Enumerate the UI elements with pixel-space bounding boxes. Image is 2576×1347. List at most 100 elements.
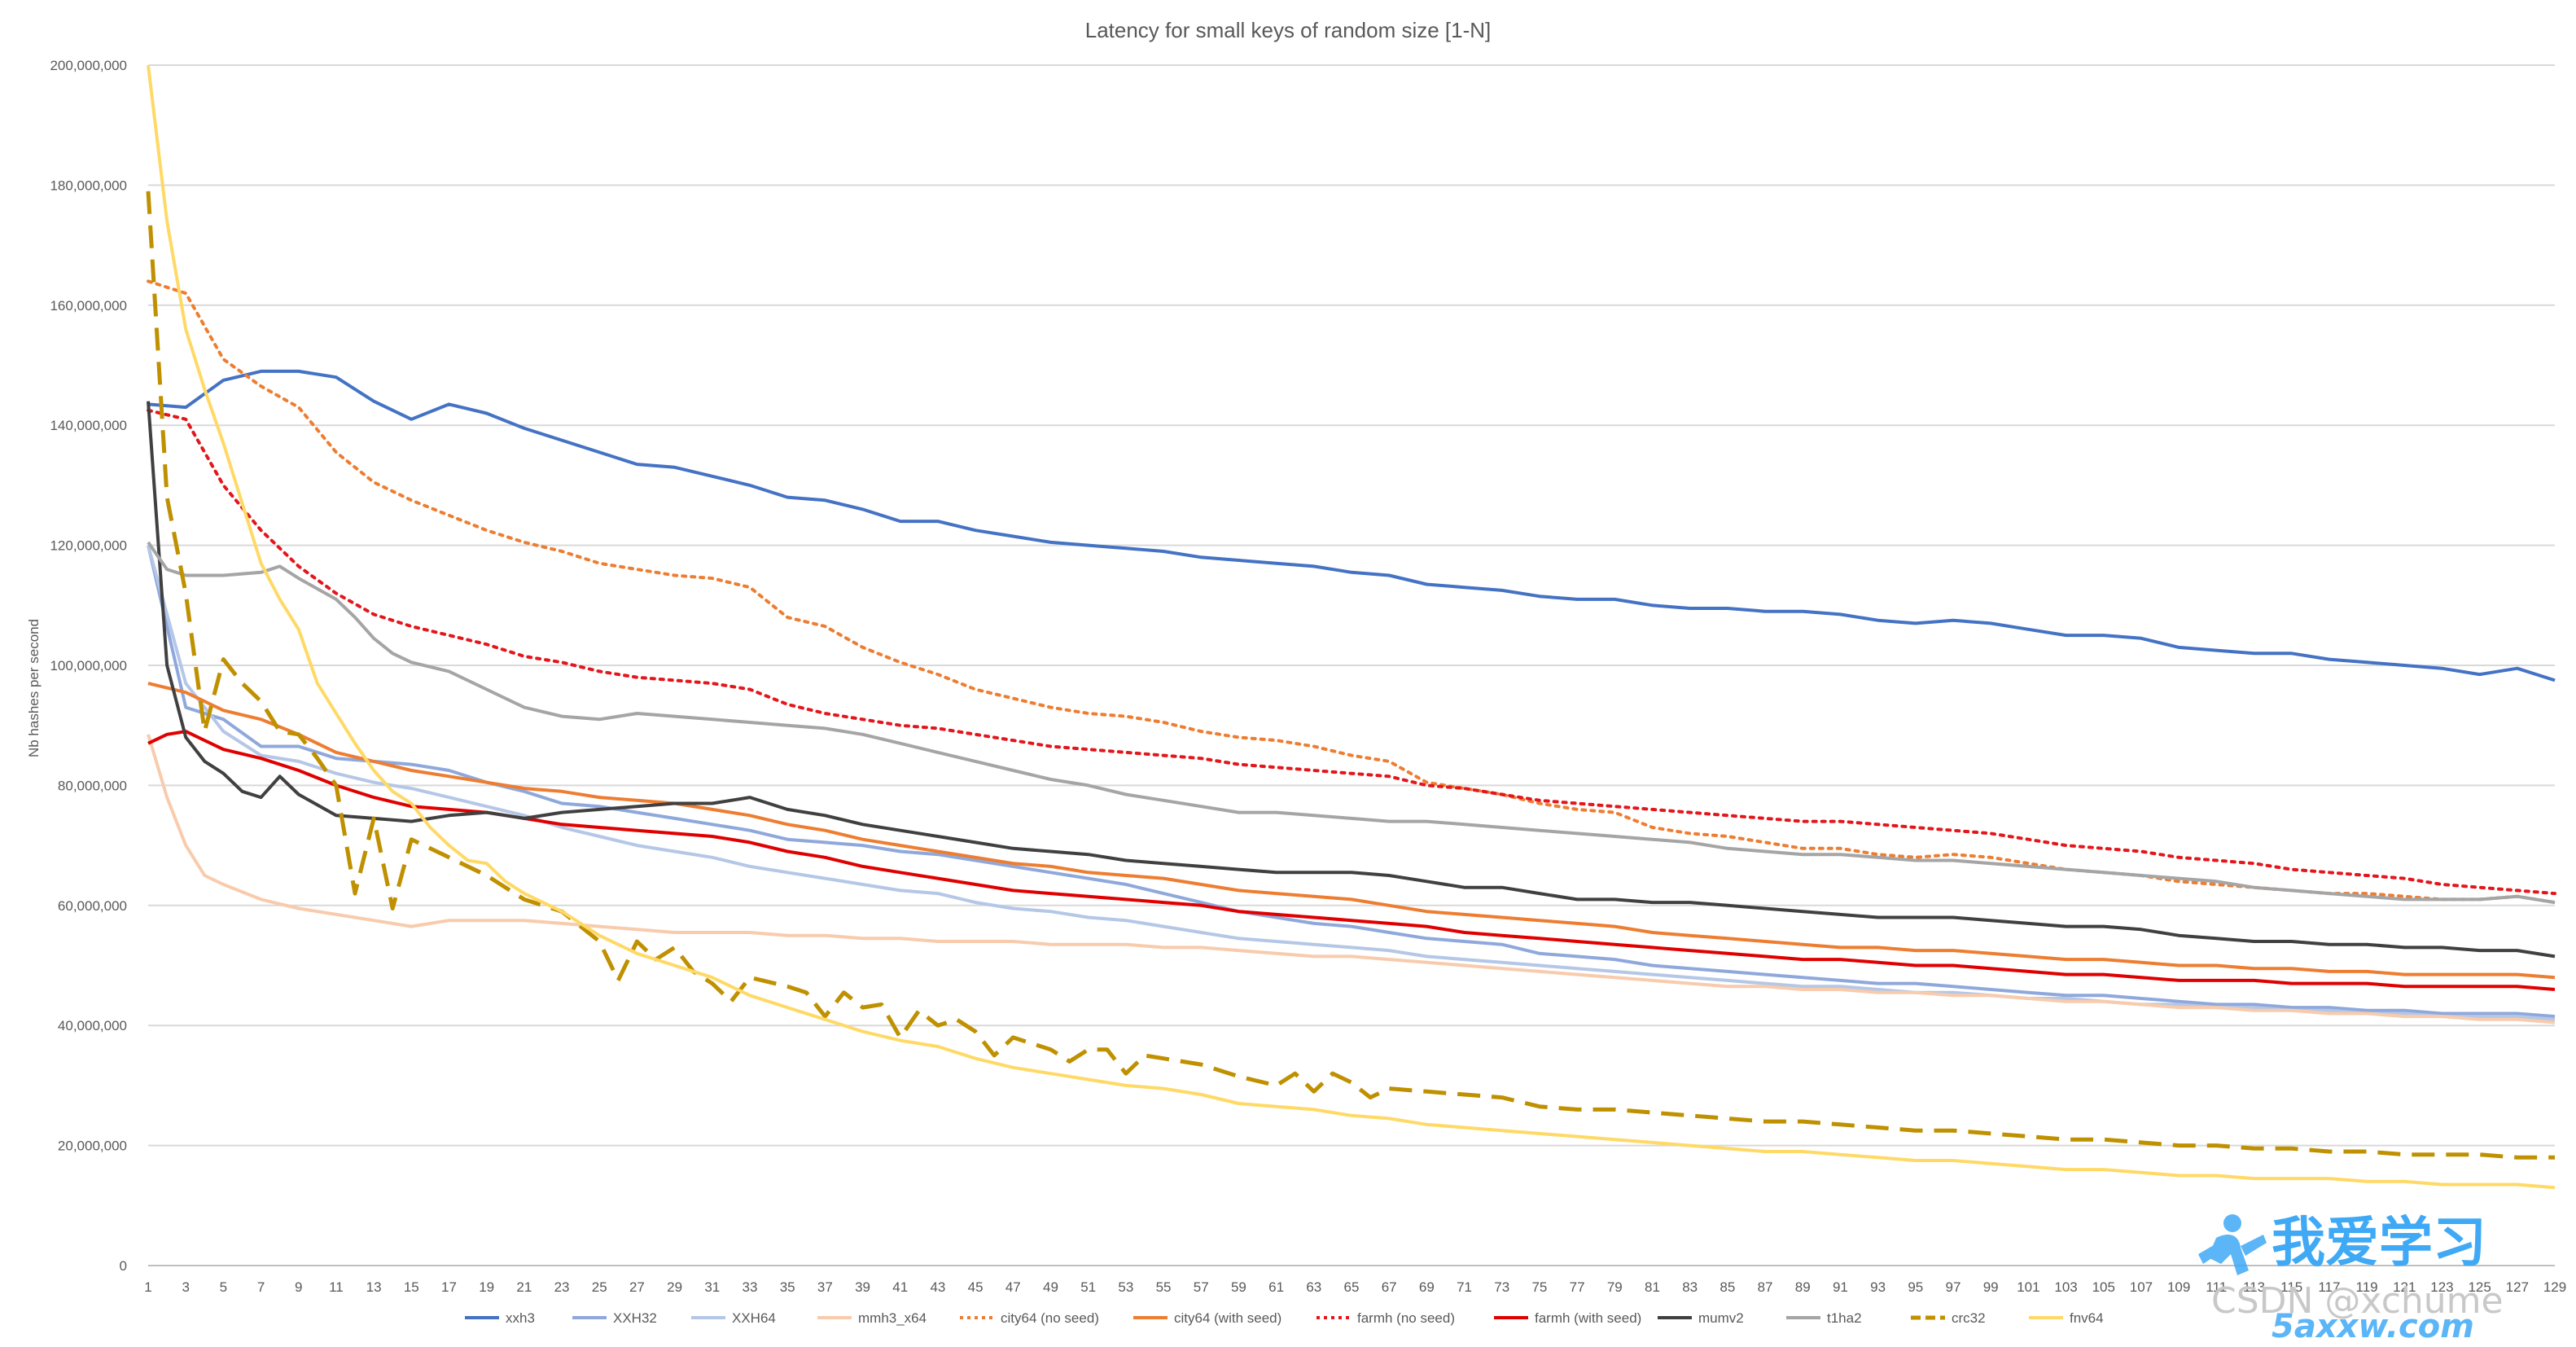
y-tick-label: 140,000,000 xyxy=(50,418,127,433)
y-tick-label: 60,000,000 xyxy=(58,898,127,914)
x-tick-label: 95 xyxy=(1908,1279,1923,1295)
x-tick-label: 105 xyxy=(2092,1279,2115,1295)
legend-label-farmh-with-seed: farmh (with seed) xyxy=(1535,1310,1641,1326)
x-tick-label: 49 xyxy=(1043,1279,1058,1295)
legend-label-xxh3: xxh3 xyxy=(506,1310,535,1326)
x-tick-label: 123 xyxy=(2430,1279,2453,1295)
x-tick-label: 71 xyxy=(1457,1279,1472,1295)
x-tick-label: 101 xyxy=(2017,1279,2039,1295)
x-tick-label: 125 xyxy=(2468,1279,2491,1295)
y-axis-title: Nb hashes per second xyxy=(26,619,42,757)
x-tick-label: 113 xyxy=(2243,1279,2265,1295)
y-tick-label: 80,000,000 xyxy=(58,778,127,793)
x-tick-label: 23 xyxy=(554,1279,570,1295)
x-tick-label: 93 xyxy=(1870,1279,1886,1295)
legend-label-xxh64: XXH64 xyxy=(732,1310,776,1326)
x-tick-label: 45 xyxy=(968,1279,984,1295)
x-tick-label: 115 xyxy=(2280,1279,2302,1295)
x-tick-label: 89 xyxy=(1795,1279,1811,1295)
y-tick-label: 160,000,000 xyxy=(50,298,127,314)
x-tick-label: 121 xyxy=(2393,1279,2416,1295)
x-tick-label: 19 xyxy=(479,1279,494,1295)
x-tick-label: 15 xyxy=(404,1279,419,1295)
chart-title: Latency for small keys of random size [1… xyxy=(1085,18,1492,42)
x-tick-label: 83 xyxy=(1682,1279,1698,1295)
x-tick-label: 129 xyxy=(2543,1279,2566,1295)
x-tick-label: 5 xyxy=(220,1279,227,1295)
x-tick-label: 27 xyxy=(629,1279,645,1295)
legend-label-city64-with-seed: city64 (with seed) xyxy=(1174,1310,1281,1326)
series-line-xxh3 xyxy=(147,369,2556,682)
legend-label-fnv64: fnv64 xyxy=(2070,1310,2104,1326)
legend-label-crc32: crc32 xyxy=(1952,1310,1986,1326)
series-line-farmh-no-seed xyxy=(147,408,2556,896)
x-tick-label: 65 xyxy=(1344,1279,1360,1295)
x-tick-label: 47 xyxy=(1005,1279,1021,1295)
x-tick-label: 29 xyxy=(667,1279,682,1295)
legend-label-t1ha2: t1ha2 xyxy=(1827,1310,1862,1326)
x-tick-label: 97 xyxy=(1946,1279,1961,1295)
x-tick-label: 13 xyxy=(366,1279,382,1295)
x-tick-label: 11 xyxy=(329,1279,344,1295)
watermark-line1: CSDN @xchume xyxy=(2211,1280,2504,1322)
series-line-fnv64 xyxy=(147,64,2556,1190)
x-tick-label: 85 xyxy=(1720,1279,1735,1295)
x-tick-label: 43 xyxy=(930,1279,945,1295)
x-tick-label: 99 xyxy=(1983,1279,1999,1295)
x-tick-label: 33 xyxy=(743,1279,758,1295)
x-tick-label: 31 xyxy=(704,1279,720,1295)
series-line-crc32 xyxy=(146,191,2555,1160)
watermark: 我爱学习 CSDN @xchume 5axxw.com xyxy=(2198,1211,2504,1345)
x-tick-label: 67 xyxy=(1382,1279,1397,1295)
x-axis-ticks: 1 3 5 7 9 11 13 15 17 19 21 23 25 27 29 31 33 35 37 39 41 43 4… xyxy=(144,1279,2566,1295)
x-tick-label: 57 xyxy=(1194,1279,1209,1295)
y-tick-label: 20,000,000 xyxy=(58,1139,127,1154)
x-tick-label: 73 xyxy=(1494,1279,1509,1295)
x-tick-label: 87 xyxy=(1758,1279,1773,1295)
x-tick-label: 51 xyxy=(1080,1279,1096,1295)
y-tick-label: 180,000,000 xyxy=(50,178,127,193)
x-tick-label: 21 xyxy=(516,1279,532,1295)
x-tick-label: 41 xyxy=(892,1279,908,1295)
x-tick-label: 17 xyxy=(441,1279,457,1295)
x-tick-label: 39 xyxy=(855,1279,870,1295)
x-tick-label: 1 xyxy=(144,1279,151,1295)
series-line-t1ha2 xyxy=(147,541,2556,905)
x-tick-label: 75 xyxy=(1531,1279,1547,1295)
x-tick-label: 103 xyxy=(2054,1279,2077,1295)
x-tick-label: 127 xyxy=(2506,1279,2529,1295)
y-tick-label: 100,000,000 xyxy=(50,658,127,674)
series-line-city64-with-seed xyxy=(147,682,2556,980)
x-tick-label: 61 xyxy=(1268,1279,1284,1295)
x-tick-label: 59 xyxy=(1231,1279,1246,1295)
watermark-cn-text: 我爱学习 xyxy=(2272,1211,2486,1274)
x-tick-label: 77 xyxy=(1570,1279,1585,1295)
legend-label-xxh32: XXH32 xyxy=(613,1310,657,1326)
series-line-city64-no-seed xyxy=(147,279,2556,905)
watermark-line2: 5axxw.com xyxy=(2272,1308,2474,1343)
legend-label-mmh3-x64: mmh3_x64 xyxy=(858,1310,927,1326)
legend-label-city64-no-seed: city64 (no seed) xyxy=(1001,1310,1099,1326)
legend-label-farmh-no-seed: farmh (no seed) xyxy=(1357,1310,1455,1326)
x-tick-label: 35 xyxy=(780,1279,795,1295)
x-tick-label: 63 xyxy=(1306,1279,1321,1295)
x-tick-label: 7 xyxy=(257,1279,265,1295)
x-tick-label: 117 xyxy=(2318,1279,2340,1295)
legend: xxh3 XXH32 XXH64 mmh3_x64 city64 (no seed) ci… xyxy=(465,1310,2104,1326)
x-tick-label: 111 xyxy=(2206,1279,2227,1295)
x-tick-label: 3 xyxy=(182,1279,189,1295)
series-layer xyxy=(146,64,2556,1190)
x-tick-label: 25 xyxy=(592,1279,607,1295)
watermark-figure-icon xyxy=(2198,1214,2267,1275)
y-tick-label: 120,000,000 xyxy=(50,538,127,554)
x-tick-label: 69 xyxy=(1419,1279,1435,1295)
legend-label-mumv2: mumv2 xyxy=(1698,1310,1744,1326)
x-tick-label: 81 xyxy=(1645,1279,1660,1295)
x-tick-label: 119 xyxy=(2356,1279,2378,1295)
y-tick-label: 200,000,000 xyxy=(50,58,127,73)
x-tick-label: 37 xyxy=(817,1279,833,1295)
y-axis-ticks: 0 20,000,000 40,000,000 60,000,000 80,000,00… xyxy=(50,58,127,1274)
x-tick-label: 107 xyxy=(2130,1279,2153,1295)
